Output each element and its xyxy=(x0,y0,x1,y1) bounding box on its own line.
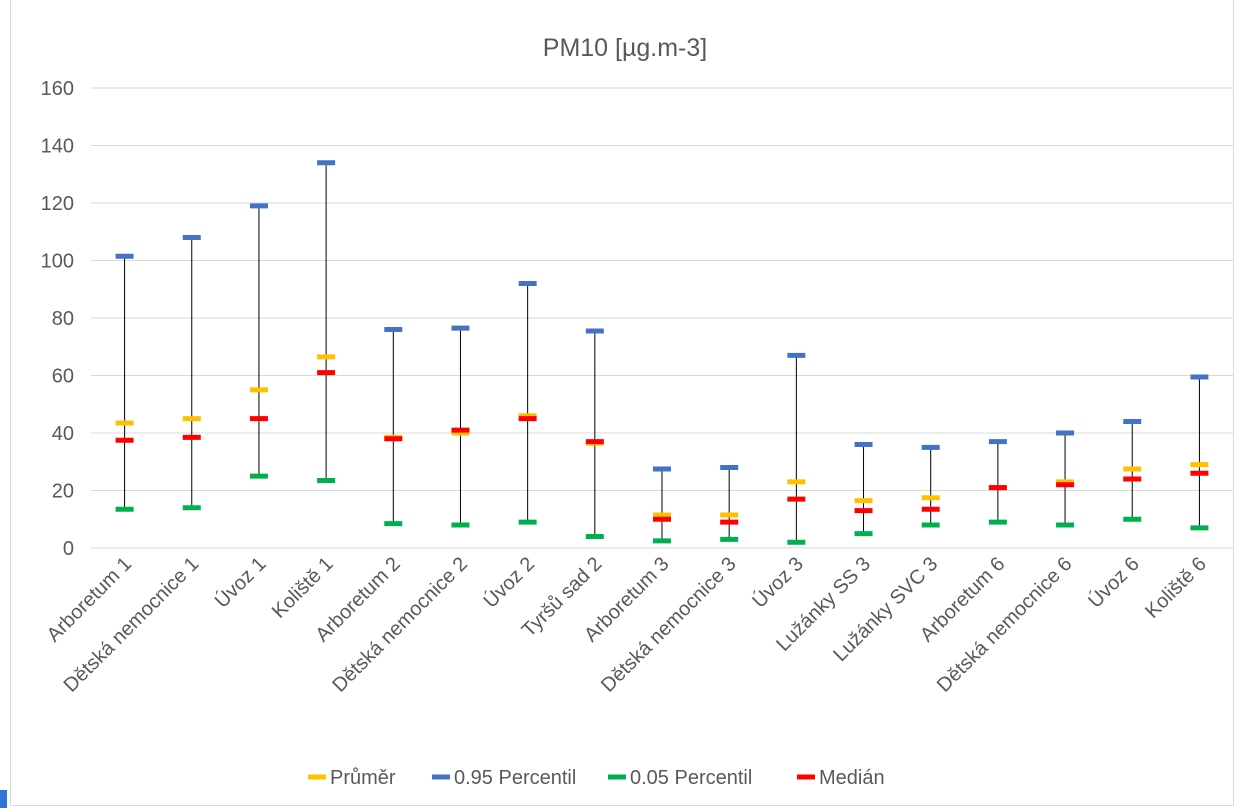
y-tick-label: 140 xyxy=(41,136,74,158)
x-tick-label: Dětská nemocnice 6 xyxy=(933,553,1077,697)
corner-decoration xyxy=(0,790,7,808)
y-tick-label: 0 xyxy=(63,538,74,560)
x-tick-label: Úvoz 1 xyxy=(210,552,270,612)
x-tick-label: Úvoz 2 xyxy=(479,552,539,612)
y-tick-label: 160 xyxy=(41,78,74,100)
chart-title: PM10 [µg.m-3] xyxy=(543,34,707,62)
y-tick-label: 60 xyxy=(52,366,74,388)
x-tick-label: Koliště 1 xyxy=(268,553,338,623)
x-tick-label: Koliště 6 xyxy=(1141,553,1211,623)
x-tick-label: Dětská nemocnice 2 xyxy=(328,553,472,697)
y-tick-label: 80 xyxy=(52,308,74,330)
legend-label: Medián xyxy=(819,767,885,789)
y-tick-label: 120 xyxy=(41,193,74,215)
whiskers xyxy=(124,162,1200,543)
x-tick-label: Dětská nemocnice 3 xyxy=(597,553,741,697)
gridlines xyxy=(91,87,1233,549)
chart-svg: PM10 [µg.m-3] 0 20 40 60 80 100 120 140 160 Arbo… xyxy=(41,34,1233,789)
data-markers xyxy=(115,160,1209,545)
chart-area: PM10 [µg.m-3] 0 20 40 60 80 100 120 140 160 Arbo… xyxy=(10,0,1234,806)
legend-label: 0.05 Percentil xyxy=(630,767,752,789)
y-axis: 0 20 40 60 80 100 120 140 160 xyxy=(41,78,74,560)
legend: Průměr 0.95 Percentil 0.05 Percentil Medián xyxy=(308,767,885,789)
y-tick-label: 40 xyxy=(52,423,74,445)
y-tick-label: 100 xyxy=(41,251,74,273)
x-tick-label: Úvoz 3 xyxy=(748,552,808,612)
legend-label: 0.95 Percentil xyxy=(454,767,576,789)
x-tick-label: Úvoz 6 xyxy=(1083,552,1143,612)
legend-label: Průměr xyxy=(330,767,396,789)
y-tick-label: 20 xyxy=(52,481,74,503)
x-tick-label: Dětská nemocnice 1 xyxy=(60,553,204,697)
